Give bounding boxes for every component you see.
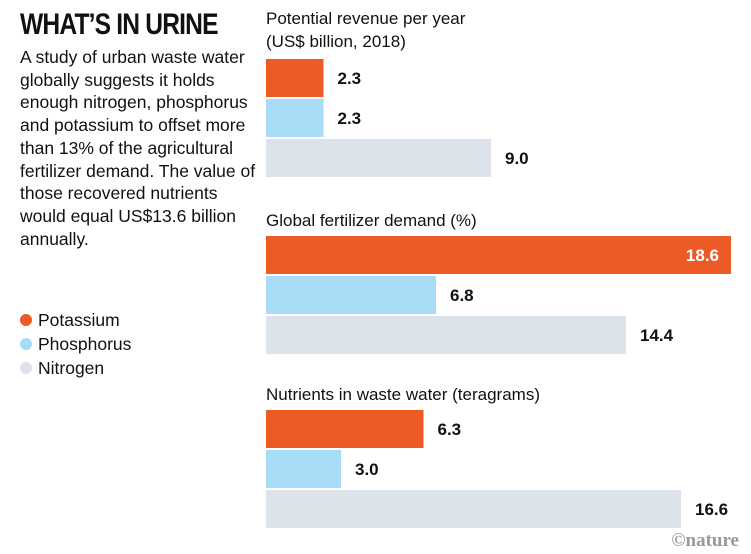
- nature-credit: ©nature: [671, 530, 739, 551]
- panel-title: (US$ billion, 2018): [266, 32, 406, 51]
- legend-dot-phosphorus: [20, 338, 32, 350]
- data-label: 2.3: [338, 109, 362, 128]
- panel-title: Nutrients in waste water (teragrams): [266, 385, 540, 404]
- description: A study of urban waste water globally su…: [20, 47, 256, 249]
- data-label: 14.4: [640, 326, 674, 345]
- bar-potassium: [266, 236, 731, 274]
- data-label: 2.3: [338, 69, 362, 88]
- legend-label: Nitrogen: [38, 357, 105, 378]
- legend-item-potassium: Potassium: [20, 308, 131, 332]
- legend-item-phosphorus: Phosphorus: [20, 332, 131, 356]
- chart-title: WHAT’S IN URINE: [20, 8, 219, 41]
- legend-dot-nitrogen: [20, 362, 32, 374]
- legend-label: Potassium: [38, 309, 120, 330]
- legend-dot-potassium: [20, 314, 32, 326]
- bar-nitrogen: [266, 490, 681, 528]
- data-label: 3.0: [355, 460, 379, 479]
- legend-item-nitrogen: Nitrogen: [20, 356, 131, 380]
- data-label: 6.3: [438, 420, 462, 439]
- panel-title: Global fertilizer demand (%): [266, 211, 477, 230]
- legend: Potassium Phosphorus Nitrogen: [20, 308, 131, 380]
- bar-phosphorus: [266, 99, 324, 137]
- bar-nitrogen: [266, 316, 626, 354]
- bar-phosphorus: [266, 276, 436, 314]
- bar-potassium: [266, 410, 424, 448]
- legend-label: Phosphorus: [38, 333, 132, 354]
- bar-potassium: [266, 59, 324, 97]
- data-label: 16.6: [695, 500, 728, 519]
- data-label: 18.6: [686, 246, 719, 265]
- panel-title: Potential revenue per year: [266, 9, 466, 28]
- data-label: 6.8: [450, 286, 474, 305]
- data-label: 9.0: [505, 149, 529, 168]
- bar-nitrogen: [266, 139, 491, 177]
- bar-phosphorus: [266, 450, 341, 488]
